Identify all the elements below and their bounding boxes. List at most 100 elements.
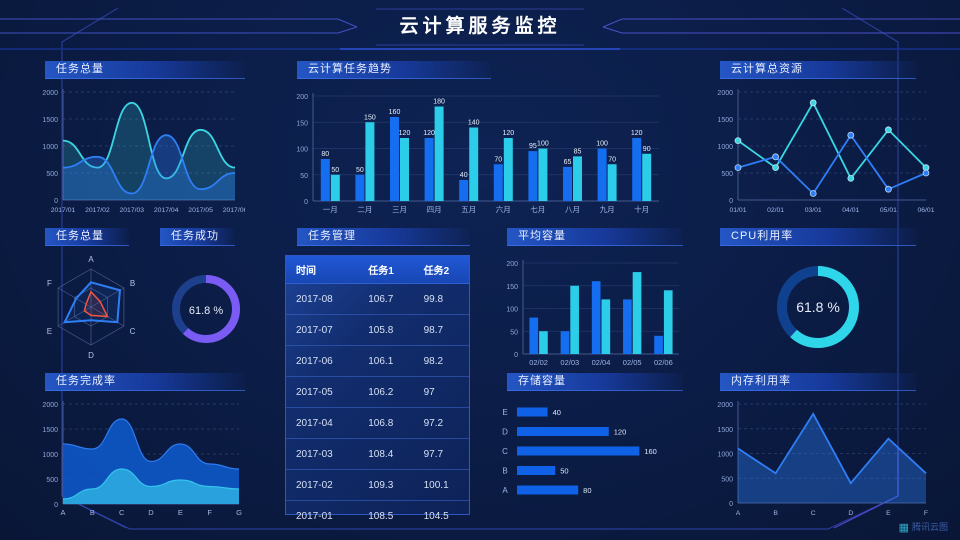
svg-text:100: 100	[506, 307, 518, 314]
svg-text:50: 50	[331, 167, 339, 174]
panel-title-label: 任务总量	[56, 63, 104, 75]
svg-text:四月: 四月	[427, 205, 442, 214]
table-cell: 2017-03	[286, 438, 359, 470]
avg-capacity-bar-chart: 0 50 100 150 200 02/02 02/03 02/04 02/05 02/06	[495, 247, 685, 368]
svg-text:04/01: 04/01	[842, 207, 859, 214]
svg-text:十月: 十月	[634, 204, 649, 214]
svg-text:0: 0	[729, 501, 733, 508]
cpu-usage-donut: 61.8 %	[708, 247, 936, 368]
task-trend-bar-chart: 0 50 100 150 200 一月 80 50 二月 50 150 三月 160 120 四月 120 18…	[285, 80, 665, 215]
panel-title: 任务总量	[45, 228, 129, 246]
table-cell: 2017-07	[286, 314, 359, 346]
grid-logo-icon: ▦	[898, 522, 909, 534]
svg-text:120: 120	[631, 130, 643, 137]
svg-text:65: 65	[564, 159, 572, 166]
panel-title: 任务管理	[297, 228, 470, 246]
table-cell: 106.2	[358, 376, 414, 408]
svg-text:200: 200	[296, 94, 308, 101]
svg-text:70: 70	[494, 156, 502, 163]
table-cell: 106.7	[358, 283, 414, 315]
task-success-donut: 61.8 %	[160, 247, 245, 366]
column-header: 时间	[286, 256, 359, 284]
svg-text:2000: 2000	[42, 90, 58, 97]
svg-text:D: D	[88, 351, 94, 360]
table-cell: 100.1	[413, 469, 469, 501]
column-header: 任务2	[413, 256, 469, 284]
svg-text:50: 50	[510, 329, 518, 336]
panel-title: 内存利用率	[720, 373, 916, 391]
table-cell: 97	[413, 376, 469, 408]
svg-text:80: 80	[321, 151, 329, 158]
svg-text:A: A	[736, 510, 741, 517]
panel-title-label: CPU利用率	[731, 230, 794, 242]
task-table-container: 时间 任务1 任务2 2017-08 106.7 99.8 2017-07 105.8 98.7…	[285, 255, 470, 531]
svg-text:B: B	[130, 279, 135, 288]
svg-text:2000: 2000	[717, 402, 733, 409]
svg-text:150: 150	[364, 114, 376, 121]
panel-title: 存储容量	[507, 373, 683, 391]
table-row: 2017-08 106.7 99.8	[286, 283, 469, 315]
svg-text:A: A	[60, 508, 65, 517]
svg-text:B: B	[773, 510, 778, 517]
svg-text:1500: 1500	[717, 427, 733, 434]
svg-text:2000: 2000	[717, 90, 733, 97]
svg-text:C: C	[811, 510, 816, 517]
panel-title-label: 存储容量	[518, 375, 566, 387]
svg-text:E: E	[502, 408, 507, 417]
svg-text:70: 70	[608, 156, 616, 163]
svg-text:120: 120	[423, 130, 435, 137]
panel-task-trend: 云计算任务趋势 0 50 100 150 200 一月 80 50 二月 50 150 三月 160 12…	[285, 61, 665, 215]
svg-text:160: 160	[644, 447, 657, 456]
svg-text:1000: 1000	[717, 144, 733, 151]
svg-text:100: 100	[537, 141, 549, 148]
svg-text:1000: 1000	[42, 144, 58, 151]
svg-text:2017/05: 2017/05	[188, 207, 213, 214]
svg-text:500: 500	[46, 171, 58, 178]
panel-title-label: 内存利用率	[731, 375, 791, 387]
svg-text:E: E	[178, 508, 183, 517]
svg-text:50: 50	[560, 467, 568, 476]
panel-memory-usage: 内存利用率 0 500 1000 1500 2000 A B C D E F	[708, 373, 936, 518]
panel-title: 云计算任务趋势	[297, 61, 491, 79]
svg-text:160: 160	[389, 109, 401, 116]
panel-storage: 存储容量 E 40 D 120 C 160 B 50 A 80	[495, 373, 685, 518]
svg-text:1500: 1500	[717, 117, 733, 124]
svg-text:F: F	[47, 279, 52, 288]
svg-text:九月: 九月	[600, 205, 615, 214]
table-row: 2017-02 109.3 100.1	[286, 469, 469, 501]
panel-title-label: 云计算任务趋势	[308, 63, 392, 75]
svg-text:02/01: 02/01	[767, 207, 784, 214]
svg-text:A: A	[502, 486, 508, 495]
svg-text:02/02: 02/02	[529, 358, 548, 367]
panel-task-success: 任务成功 61.8 %	[160, 228, 245, 366]
svg-text:B: B	[90, 508, 95, 517]
svg-text:0: 0	[54, 198, 58, 205]
svg-text:八月: 八月	[565, 205, 580, 214]
svg-text:2017/06: 2017/06	[223, 207, 245, 214]
panel-task-total-line: 任务总量 0 500 1000 1500 2000 2017/01 2017/02 2017/…	[33, 61, 247, 215]
svg-text:0: 0	[514, 352, 518, 359]
svg-text:02/05: 02/05	[623, 358, 642, 367]
svg-text:500: 500	[46, 477, 58, 484]
svg-text:90: 90	[643, 146, 651, 153]
svg-text:120: 120	[399, 130, 411, 137]
watermark-label: 腾讯云图	[911, 522, 948, 532]
svg-text:100: 100	[596, 141, 608, 148]
panel-title-label: 云计算总资源	[731, 63, 803, 75]
svg-text:F: F	[207, 508, 212, 517]
svg-text:0: 0	[729, 198, 733, 205]
table-cell: 106.8	[358, 407, 414, 439]
table-cell: 98.2	[413, 345, 469, 377]
svg-text:A: A	[88, 255, 94, 264]
svg-text:1000: 1000	[717, 452, 733, 459]
svg-text:140: 140	[468, 120, 480, 127]
svg-text:五月: 五月	[461, 205, 476, 214]
svg-text:50: 50	[356, 167, 364, 174]
svg-text:三月: 三月	[392, 205, 407, 214]
panel-task-radar: 任务总量 A B C D E F	[33, 228, 155, 366]
table-cell: 2017-02	[286, 469, 359, 501]
memory-usage-area-chart: 0 500 1000 1500 2000 A B C D E F	[708, 392, 936, 518]
table-cell: 108.5	[358, 500, 414, 531]
